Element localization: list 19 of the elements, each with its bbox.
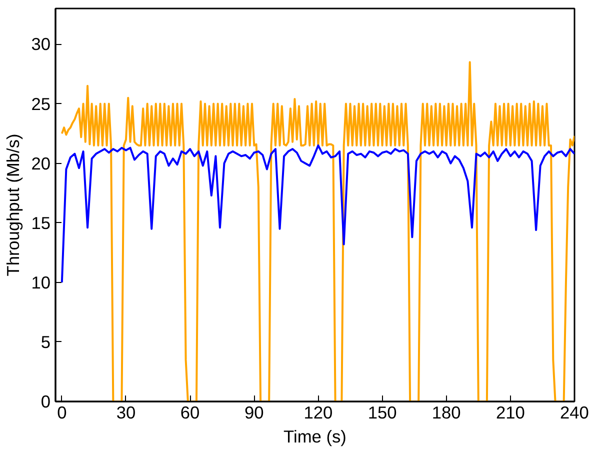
line-series: [60, 144, 574, 284]
y-tick-label: 25: [31, 94, 51, 114]
line-series: [60, 61, 574, 402]
x-tick-label: 240: [560, 402, 589, 422]
x-tick-label: 60: [180, 402, 200, 422]
x-tick-label: 210: [496, 402, 525, 422]
x-axis-title: Time (s): [284, 426, 346, 446]
x-tick-label: 0: [57, 402, 67, 422]
x-tick-label: 180: [432, 402, 461, 422]
y-tick-label: 5: [40, 332, 51, 352]
x-tick-label: 120: [304, 402, 333, 422]
y-axis-title: Throughput (Mb/s): [3, 134, 24, 276]
x-tick-label: 90: [244, 402, 264, 422]
y-tick-label: 10: [31, 272, 51, 292]
y-tick-label: 20: [31, 153, 51, 174]
y-tick-label: 15: [31, 212, 51, 233]
y-tick-label: 30: [31, 34, 51, 54]
x-tick-label: 30: [116, 402, 136, 422]
x-tick-label: 150: [368, 402, 397, 422]
